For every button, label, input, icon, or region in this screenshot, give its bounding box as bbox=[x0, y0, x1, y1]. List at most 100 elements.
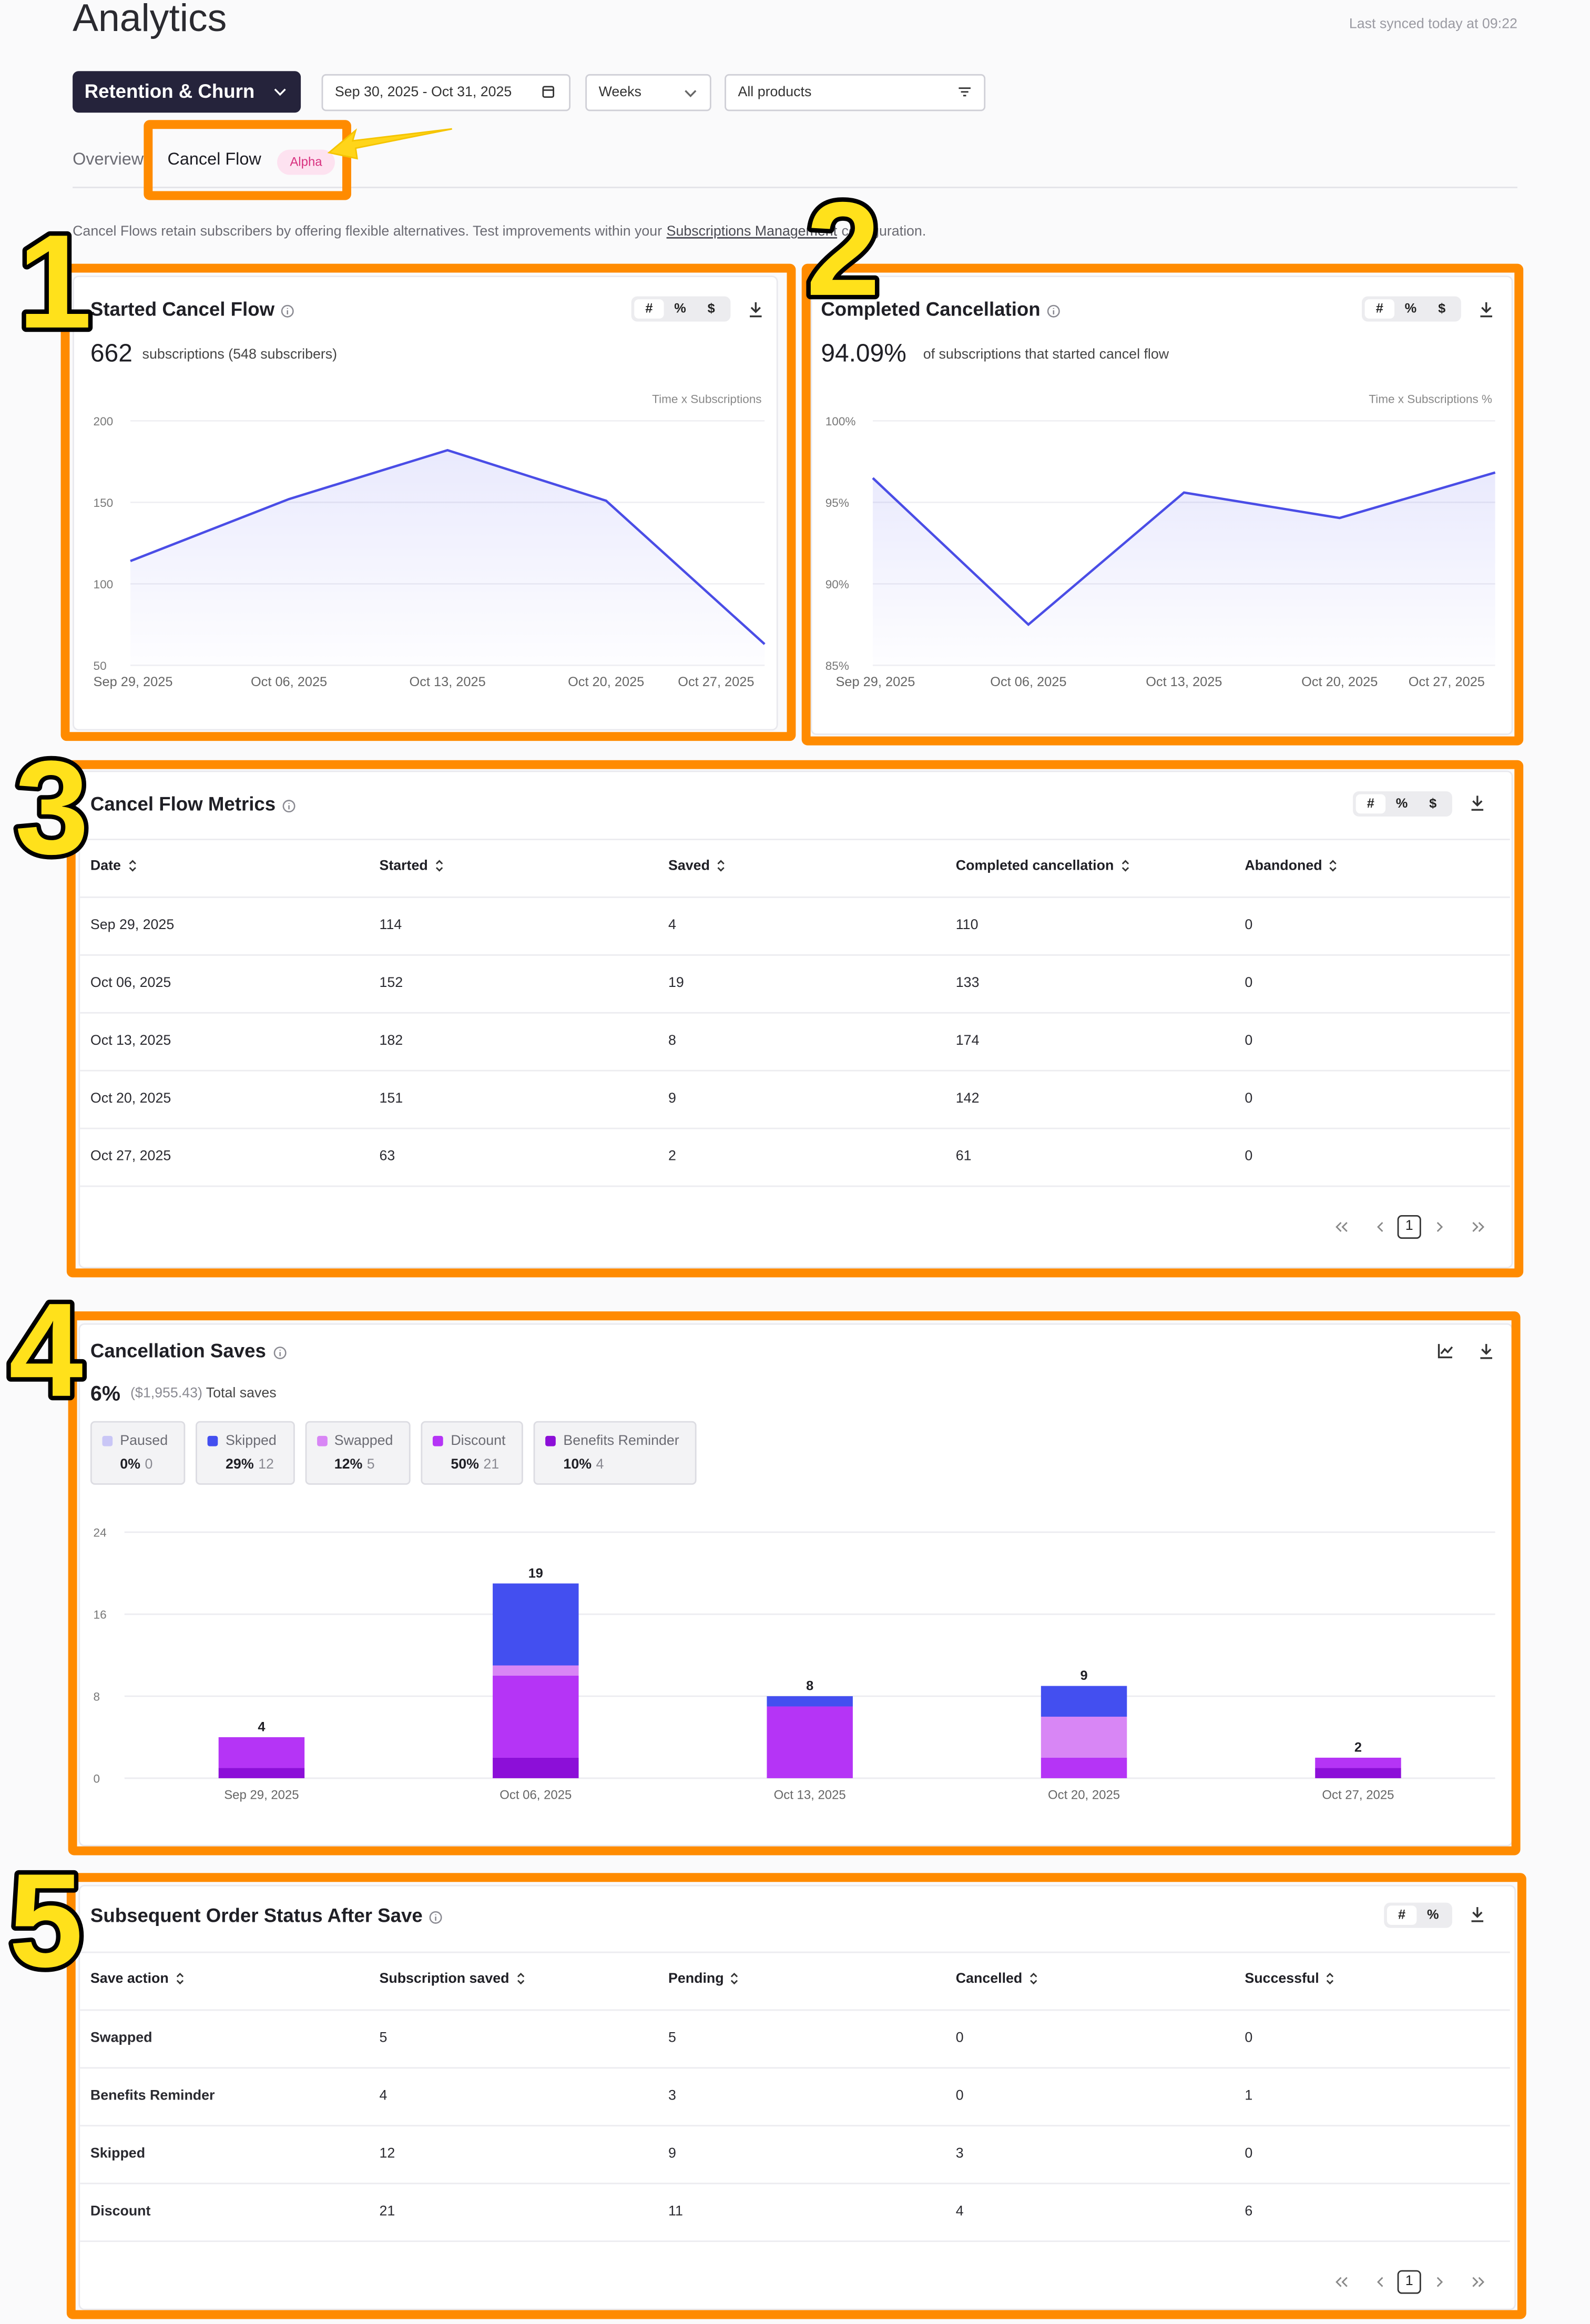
legend-count: 5 bbox=[366, 1456, 375, 1473]
tab-cancel-flow[interactable]: Cancel Flow bbox=[167, 151, 261, 169]
info-icon bbox=[430, 1910, 443, 1923]
sort-arrows bbox=[1121, 860, 1129, 873]
column-header-text: Subscription saved bbox=[379, 1971, 509, 1987]
column-header-text: Pending bbox=[668, 1971, 724, 1987]
legend-item[interactable]: Benefits Reminder 10% 4 bbox=[534, 1421, 697, 1485]
sort-icon bbox=[176, 1973, 184, 1985]
table-line bbox=[80, 896, 1510, 898]
table-cell: 114 bbox=[379, 917, 402, 934]
rate-value: 94.09% bbox=[821, 339, 906, 368]
card-title-text: Completed Cancellation bbox=[821, 298, 1041, 320]
legend-value-row: 0% 0 bbox=[120, 1456, 168, 1473]
toggle-option[interactable]: % bbox=[674, 301, 686, 316]
table-cell: 2 bbox=[668, 1148, 676, 1165]
legend-swatch bbox=[433, 1435, 444, 1446]
legend-name-row: Paused bbox=[102, 1433, 168, 1449]
legend-swatch bbox=[208, 1435, 218, 1446]
card-title-text: Cancellation Saves bbox=[90, 1339, 266, 1362]
page-number[interactable]: 1 bbox=[1397, 2270, 1421, 2294]
table-cell: 6 bbox=[1245, 2203, 1253, 2220]
table-cell: 152 bbox=[379, 975, 403, 992]
description: Cancel Flows retain subscribers by offer… bbox=[73, 224, 926, 240]
toggle-option[interactable]: # bbox=[1364, 299, 1394, 319]
card-title-text: Subsequent Order Status After Save bbox=[90, 1904, 423, 1927]
granularity-select[interactable]: Weeks bbox=[585, 74, 711, 111]
column-header[interactable]: Cancelled bbox=[956, 1971, 1039, 1987]
table-cell: 9 bbox=[668, 1090, 676, 1107]
table-cell: Oct 13, 2025 bbox=[90, 1033, 171, 1049]
product-filter[interactable]: All products bbox=[725, 74, 986, 111]
report-select[interactable]: Retention & Churn bbox=[73, 71, 301, 113]
toggle-option[interactable]: # bbox=[634, 299, 664, 319]
card-title-text: Cancel Flow Metrics bbox=[90, 792, 276, 816]
table-line bbox=[80, 1951, 1510, 1953]
legend-item[interactable]: Swapped 12% 5 bbox=[304, 1421, 411, 1485]
toggle-option[interactable]: % bbox=[1395, 796, 1408, 811]
date-range-picker[interactable]: Sep 30, 2025 - Oct 31, 2025 bbox=[321, 74, 571, 111]
started-cancel-flow-card bbox=[73, 276, 778, 731]
table-line bbox=[80, 2183, 1510, 2185]
sort-arrows bbox=[516, 1973, 524, 1985]
sort-arrows bbox=[717, 860, 725, 873]
table-cell: 8 bbox=[668, 1033, 676, 1049]
table-cell: 133 bbox=[955, 975, 980, 992]
sort-arrows bbox=[731, 1973, 739, 1985]
column-header[interactable]: Save action bbox=[90, 1971, 185, 1987]
column-header[interactable]: Completed cancellation bbox=[956, 858, 1130, 874]
toggle-group: #% bbox=[1384, 1902, 1452, 1928]
legend-item[interactable]: Paused 0% 0 bbox=[90, 1421, 186, 1485]
toggle-option[interactable]: % bbox=[1404, 301, 1417, 316]
product-filter-label: All products bbox=[738, 84, 812, 101]
sort-arrows bbox=[128, 860, 136, 873]
table-cell: Sep 29, 2025 bbox=[90, 917, 175, 934]
column-header[interactable]: Date bbox=[90, 858, 137, 874]
toggle-option[interactable]: $ bbox=[1438, 301, 1446, 316]
legend-name-row: Skipped bbox=[208, 1433, 277, 1449]
sort-arrows bbox=[1327, 1973, 1334, 1985]
table-cell: 0 bbox=[1245, 1148, 1253, 1165]
saves-amount: ($1,955.43) bbox=[130, 1385, 202, 1402]
legend-value-row: 12% 5 bbox=[334, 1456, 393, 1473]
order-status-card bbox=[78, 1884, 1516, 2310]
annotation-number: 5 bbox=[9, 1846, 83, 1995]
legend-item[interactable]: Skipped 29% 12 bbox=[196, 1421, 294, 1485]
table-cell: Oct 27, 2025 bbox=[90, 1148, 171, 1165]
tab-overview[interactable]: Overview bbox=[73, 151, 144, 169]
toggle-option[interactable]: # bbox=[1387, 1905, 1417, 1925]
legend-item[interactable]: Discount 50% 21 bbox=[421, 1421, 524, 1485]
column-header[interactable]: Saved bbox=[668, 858, 726, 874]
table-line bbox=[80, 2009, 1510, 2011]
column-header[interactable]: Successful bbox=[1245, 1971, 1335, 1987]
saves-amount-note: Total saves bbox=[206, 1385, 277, 1402]
table-cell: 0 bbox=[1245, 975, 1253, 992]
toggle-option[interactable]: $ bbox=[707, 301, 715, 316]
table-cell: 5 bbox=[379, 2030, 388, 2047]
info-icon bbox=[282, 799, 295, 812]
table-cell: 4 bbox=[955, 2203, 964, 2220]
toggle-option[interactable]: % bbox=[1426, 1907, 1439, 1922]
table-cell: Oct 06, 2025 bbox=[90, 975, 171, 992]
toggle-option[interactable]: # bbox=[1355, 794, 1386, 814]
sort-arrows bbox=[435, 860, 443, 873]
page-number[interactable]: 1 bbox=[1397, 1215, 1421, 1239]
table-cell: 182 bbox=[379, 1033, 403, 1049]
column-header[interactable]: Pending bbox=[668, 1971, 740, 1987]
column-header[interactable]: Abandoned bbox=[1245, 858, 1338, 874]
column-header[interactable]: Subscription saved bbox=[379, 1971, 525, 1987]
description-link[interactable]: Subscriptions Management bbox=[666, 223, 838, 240]
axis-label: Time x Subscriptions bbox=[652, 392, 762, 406]
table-line bbox=[80, 2067, 1510, 2069]
table-cell: 63 bbox=[379, 1148, 395, 1165]
table-cell: 3 bbox=[668, 2087, 676, 2104]
legend-name-row: Discount bbox=[433, 1433, 506, 1449]
table-cell: 151 bbox=[379, 1090, 403, 1107]
column-header[interactable]: Started bbox=[379, 858, 444, 874]
table-cell: 11 bbox=[668, 2203, 683, 2220]
column-header-text: Abandoned bbox=[1245, 858, 1322, 874]
completed-cancellation-card bbox=[810, 276, 1513, 735]
legend-name: Discount bbox=[451, 1433, 506, 1450]
table-cell: 5 bbox=[668, 2030, 676, 2047]
info-icon bbox=[273, 1346, 286, 1359]
table-line bbox=[80, 1127, 1510, 1129]
toggle-option[interactable]: $ bbox=[1429, 796, 1437, 811]
